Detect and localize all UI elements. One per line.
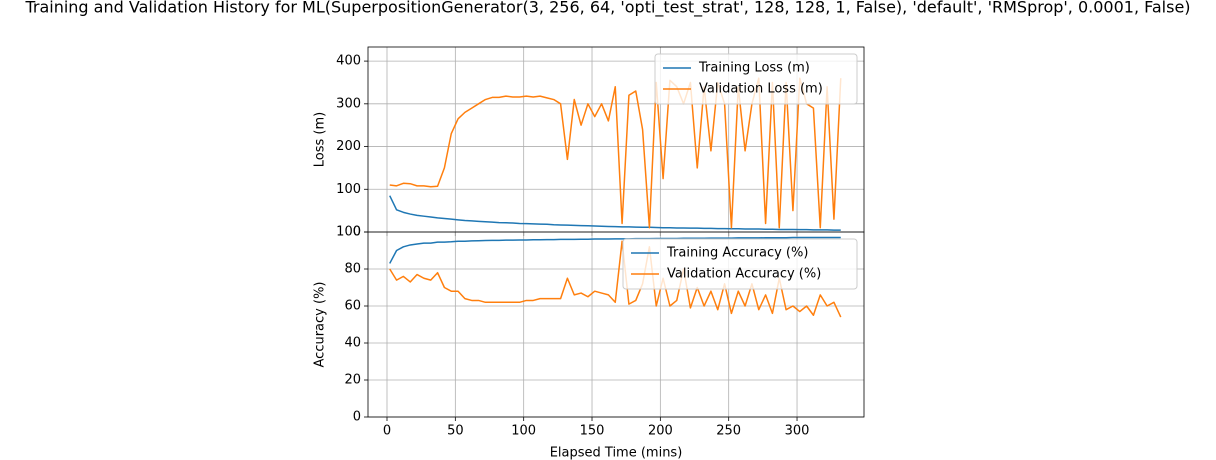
legend-label: Validation Loss (m): [699, 82, 823, 97]
legend-box: [622, 238, 858, 290]
series-line: [389, 240, 842, 318]
legend-box: [654, 53, 858, 105]
y-axis-label: Loss (m): [313, 112, 328, 167]
x-tick-label: 100: [511, 424, 536, 439]
legend-label: Training Loss (m): [698, 61, 810, 76]
axes-frame: [367, 231, 865, 418]
chart-title: Training and Validation History for ML(S…: [24, 0, 1190, 18]
series-line: [389, 195, 841, 231]
series-line: [389, 77, 842, 229]
x-axis-label: Elapsed Time (mins): [550, 446, 683, 460]
y-tick-label: 0: [353, 410, 361, 425]
y-tick-label: 40: [344, 336, 361, 351]
x-tick-label: 250: [716, 424, 741, 439]
x-tick-label: 50: [447, 424, 464, 439]
x-tick-label: 0: [383, 424, 391, 439]
y-axis-label: Accuracy (%): [313, 282, 328, 368]
series-line: [389, 236, 841, 264]
y-tick-label: 0: [353, 225, 361, 240]
y-tick-label: 200: [336, 139, 361, 154]
y-tick-label: 300: [336, 96, 361, 111]
y-tick-label: 60: [344, 299, 361, 314]
x-tick-label: 150: [580, 424, 605, 439]
y-tick-label: 20: [344, 373, 361, 388]
legend-label: Validation Accuracy (%): [667, 267, 821, 282]
legend-label: Training Accuracy (%): [666, 246, 808, 261]
y-tick-label: 100: [336, 225, 361, 240]
x-tick-label: 300: [785, 424, 810, 439]
x-tick-label: 200: [648, 424, 673, 439]
y-tick-label: 100: [336, 182, 361, 197]
y-tick-label: 80: [344, 262, 361, 277]
y-tick-label: 400: [336, 54, 361, 69]
